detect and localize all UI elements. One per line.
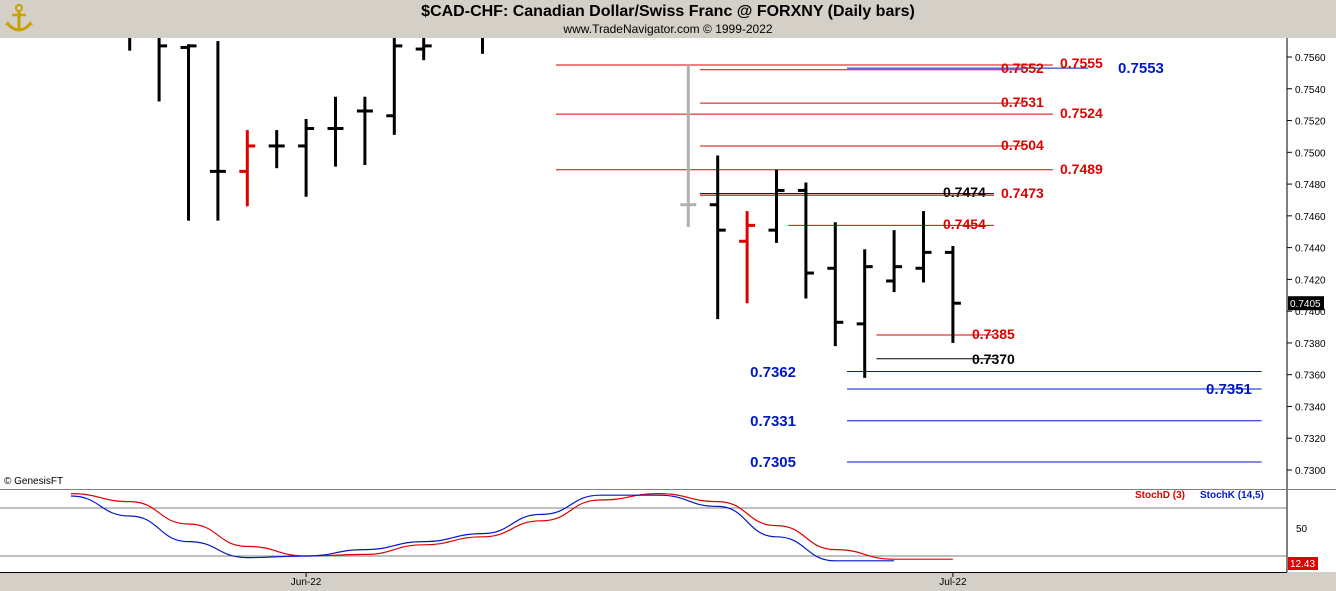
level-label-0.7504: 0.7504 [1001,137,1044,153]
ohlc-bar [209,41,226,221]
ohlc-bar [768,169,785,243]
level-label-0.7305: 0.7305 [750,454,796,471]
y-tick-label: 0.7460 [1295,212,1326,223]
chart-title: $CAD-CHF: Canadian Dollar/Swiss Franc @ … [421,3,915,20]
chart-subtitle: www.TradeNavigator.com © 1999-2022 [563,22,773,36]
level-label-0.7370: 0.7370 [972,351,1015,367]
stoch-d-line [70,492,953,560]
svg-text:12.43: 12.43 [1290,559,1315,570]
ohlc-bar [915,211,932,283]
y-tick-label: 0.7440 [1295,244,1326,255]
ohlc-bar [739,211,756,304]
y-tick-label: 0.7300 [1295,466,1326,477]
ohlc-bar [944,246,961,343]
level-label-0.7531: 0.7531 [1001,94,1044,110]
level-label-0.7385: 0.7385 [972,326,1015,342]
y-tick-label: 0.7320 [1295,434,1326,445]
y-tick-label: 0.7380 [1295,339,1326,350]
ohlc-bar [386,38,403,135]
stochastic-panel [0,490,1287,572]
ohlc-bar [268,130,285,169]
date-axis [0,573,1336,591]
level-label-0.7553: 0.7553 [1118,60,1164,77]
ohlc-bar [298,118,315,197]
chart-header: $CAD-CHF: Canadian Dollar/Swiss Franc @ … [0,0,1336,38]
y-tick-label: 0.7500 [1295,148,1326,159]
y-tick-label: 0.7360 [1295,371,1326,382]
level-label-0.7489: 0.7489 [1060,161,1103,177]
stoch-k-line [70,494,895,562]
price-panel [0,38,1287,489]
stoch-d-legend: StochD (3) [1135,490,1185,501]
y-tick-label: 0.7520 [1295,117,1326,128]
y-tick-label: 0.7560 [1295,53,1326,64]
price-axis [1287,38,1336,489]
stoch-k-legend: StochK (14,5) [1200,490,1264,501]
x-tick-label: Jun-22 [291,577,322,588]
level-label-0.7474: 0.7474 [943,184,986,200]
level-label-0.7362: 0.7362 [750,364,796,381]
last-price-tag: 0.7405 [1288,296,1324,311]
y-tick-label: 0.7420 [1295,275,1326,286]
level-label-0.7524: 0.7524 [1060,105,1103,121]
ohlc-bar [709,155,726,320]
level-label-0.7351: 0.7351 [1206,381,1252,398]
copyright-text: © GenesisFT [4,476,63,487]
y-tick-label: 0.7400 [1295,307,1326,318]
y-tick-label: 0.7340 [1295,402,1326,413]
ohlc-bar [239,130,256,207]
ohlc-bar [180,44,197,221]
ohlc-bar [797,182,814,299]
ohlc-bar [856,249,873,378]
ohlc-bar [827,222,844,347]
y-tick-label: 0.7540 [1295,85,1326,96]
ohlc-bar [356,96,373,166]
level-label-0.7454: 0.7454 [943,216,986,232]
level-label-0.7473: 0.7473 [1001,185,1044,201]
level-label-0.7552: 0.7552 [1001,60,1044,76]
ohlc-bar [886,230,903,293]
stoch-value-tag: 12.43 [1288,557,1318,570]
level-label-0.7331: 0.7331 [750,413,796,430]
ohlc-bar [415,38,432,61]
x-tick-label: Jul-22 [939,577,967,588]
ohlc-bar [327,96,344,167]
level-label-0.7555: 0.7555 [1060,55,1103,71]
y-tick-label: 0.7480 [1295,180,1326,191]
svg-text:0.7405: 0.7405 [1290,299,1321,310]
stoch-tick-50: 50 [1296,524,1308,535]
ohlc-bar [680,64,697,227]
anchor-logo-icon [5,4,33,32]
ohlc-bar [157,38,168,102]
